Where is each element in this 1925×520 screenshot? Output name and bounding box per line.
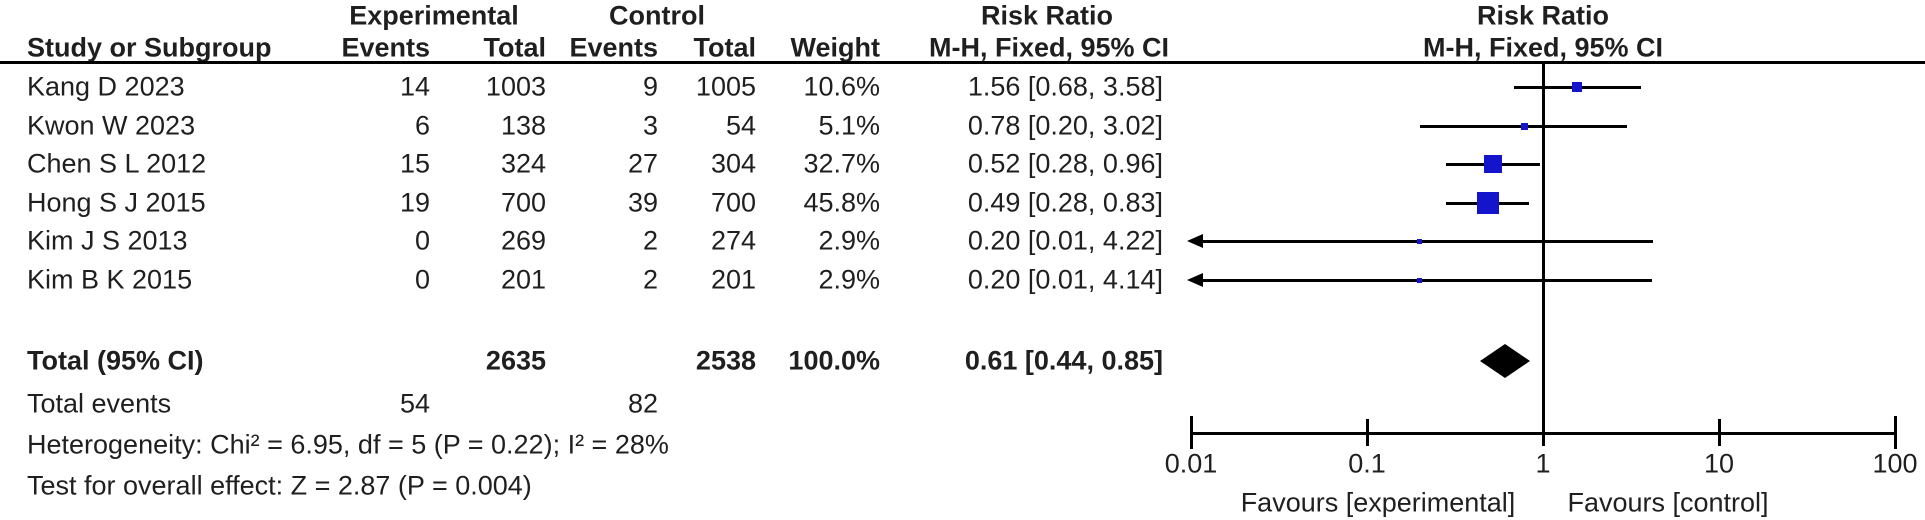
col-group-control: Control [609, 0, 705, 31]
null-effect-line [1542, 63, 1545, 435]
exp-events-value: 0 [414, 264, 430, 295]
exp-total-value: 138 [500, 110, 546, 141]
axis-tick [1718, 419, 1721, 446]
axis-tick [1366, 419, 1369, 446]
col-header-events-ctl: Events [569, 32, 658, 63]
col-header-rr-text: M-H, Fixed, 95% CI [928, 32, 1170, 63]
axis-tick-label: 0.01 [1164, 448, 1218, 479]
col-header-total-ctl: Total [693, 32, 757, 63]
axis-tick-label: 1 [1535, 448, 1551, 479]
ctl-total-value: 54 [725, 110, 756, 141]
risk-ratio-plot-title: Risk Ratio [1476, 0, 1610, 31]
point-estimate-marker [1477, 192, 1499, 214]
ci-arrow-left [1187, 273, 1203, 287]
point-estimate-marker [1484, 155, 1502, 173]
weight-value: 2.9% [818, 225, 880, 256]
weight-value: 32.7% [803, 148, 880, 179]
weight-value: 5.1% [818, 110, 880, 141]
exp-events-value: 6 [414, 110, 430, 141]
exp-total-value: 1003 [485, 71, 546, 102]
rr-ci-value: 0.52 [0.28, 0.96] [967, 148, 1163, 179]
rr-ci-value: 0.20 [0.01, 4.14] [967, 264, 1163, 295]
ctl-total-value: 304 [710, 148, 756, 179]
ctl-total-value: 700 [710, 187, 756, 218]
ci-arrow-left [1187, 234, 1203, 248]
point-estimate-marker [1521, 123, 1528, 130]
total-rr-ci-value: 0.61 [0.44, 0.85] [964, 345, 1163, 376]
axis-tick-label: 10 [1703, 448, 1735, 479]
exp-total-value: 269 [500, 225, 546, 256]
col-header-total-exp: Total [483, 32, 547, 63]
weight-value: 10.6% [803, 71, 880, 102]
favours-control-label: Favours [control] [1567, 487, 1769, 518]
ctl-total-value: 274 [710, 225, 756, 256]
study-label: Kim J S 2013 [27, 225, 188, 256]
axis-tick-label: 0.1 [1348, 448, 1386, 479]
ctl-total-value: 201 [710, 264, 756, 295]
ctl-events-value: 3 [642, 110, 658, 141]
rr-ci-value: 1.56 [0.68, 3.58] [967, 71, 1163, 102]
summary-diamond [1480, 344, 1530, 378]
study-label: Chen S L 2012 [27, 148, 207, 179]
exp-events-value: 14 [399, 71, 430, 102]
study-label: Kim B K 2015 [27, 264, 193, 295]
weight-value: 2.9% [818, 264, 880, 295]
exp-total-value: 700 [500, 187, 546, 218]
total-exp-value: 2635 [485, 345, 546, 376]
col-header-study: Study or Subgroup [27, 32, 272, 63]
risk-ratio-text-title: Risk Ratio [980, 0, 1114, 31]
axis-tick [1542, 419, 1545, 446]
ctl-events-value: 2 [642, 225, 658, 256]
heterogeneity-text: Heterogeneity: Chi² = 6.95, df = 5 (P = … [27, 429, 669, 460]
total-weight-value: 100.0% [788, 345, 880, 376]
study-label: Hong S J 2015 [27, 187, 206, 218]
axis-tick [1190, 416, 1193, 449]
total-ctl-value: 2538 [695, 345, 756, 376]
overall-effect-text: Test for overall effect: Z = 2.87 (P = 0… [27, 470, 532, 501]
total-events-exp-value: 54 [399, 388, 430, 419]
study-label: Kwon W 2023 [27, 110, 196, 141]
exp-events-value: 0 [414, 225, 430, 256]
point-estimate-marker [1572, 82, 1582, 92]
ctl-events-value: 2 [642, 264, 658, 295]
exp-total-value: 201 [500, 264, 546, 295]
total-events-label: Total events [27, 388, 172, 419]
header-rule [0, 61, 1925, 64]
axis-tick [1894, 416, 1897, 449]
favours-experimental-label: Favours [experimental] [1240, 487, 1516, 518]
ctl-events-value: 27 [627, 148, 658, 179]
weight-value: 45.8% [803, 187, 880, 218]
exp-events-value: 15 [399, 148, 430, 179]
rr-ci-value: 0.49 [0.28, 0.83] [967, 187, 1163, 218]
exp-total-value: 324 [500, 148, 546, 179]
col-header-rr-plot: M-H, Fixed, 95% CI [1422, 32, 1664, 63]
total-events-ctl-value: 82 [627, 388, 658, 419]
study-label: Kang D 2023 [27, 71, 185, 102]
axis-tick-label: 100 [1872, 448, 1918, 479]
point-estimate-marker [1417, 239, 1422, 244]
rr-ci-value: 0.78 [0.20, 3.02] [967, 110, 1163, 141]
ctl-total-value: 1005 [695, 71, 756, 102]
ctl-events-value: 9 [642, 71, 658, 102]
exp-events-value: 19 [399, 187, 430, 218]
rr-ci-value: 0.20 [0.01, 4.22] [967, 225, 1163, 256]
col-group-experimental: Experimental [349, 0, 519, 31]
total-row-label: Total (95% CI) [27, 345, 204, 376]
ci-line [1196, 279, 1652, 282]
point-estimate-marker [1417, 278, 1422, 283]
ctl-events-value: 39 [627, 187, 658, 218]
col-header-weight: Weight [790, 32, 881, 63]
ci-line [1196, 240, 1653, 243]
col-header-events-exp: Events [341, 32, 430, 63]
